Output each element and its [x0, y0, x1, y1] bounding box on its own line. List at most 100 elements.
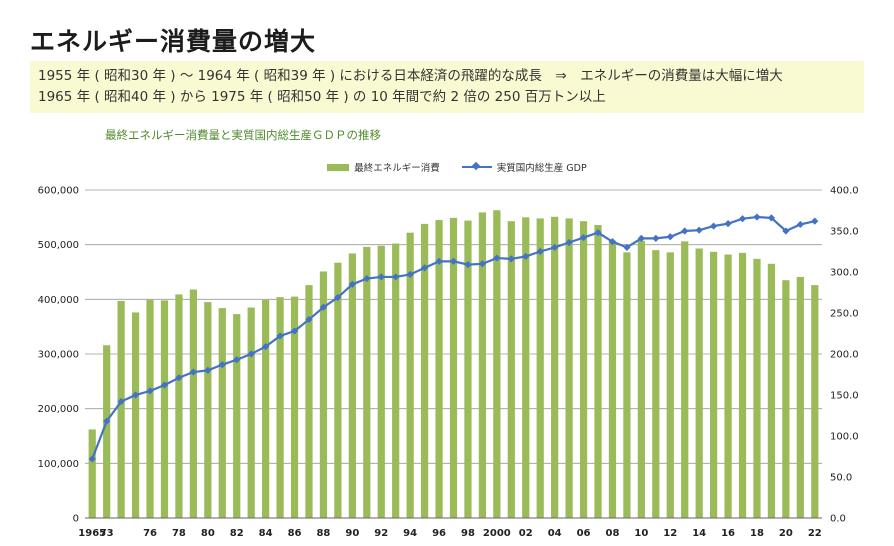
x-tick-label: 22 — [808, 528, 822, 539]
energy-bar — [478, 212, 487, 518]
energy-bar — [160, 300, 169, 518]
x-tick-label: 14 — [692, 528, 706, 539]
energy-bar — [652, 250, 660, 518]
legend-line-swatch — [461, 162, 492, 172]
x-tick-label: 02 — [519, 528, 533, 539]
note-line-1: 1955 年 ( 昭和30 年 ) ～ 1964 年 ( 昭和39 年 ) にお… — [38, 68, 783, 84]
energy-bar — [103, 345, 111, 518]
x-tick-label: 76 — [143, 528, 157, 539]
gdp-point — [666, 233, 674, 241]
energy-bar — [565, 218, 573, 518]
energy-bar — [88, 429, 96, 518]
chart-legend: 最終エネルギー消費 実質国内総生産 GDP — [0, 160, 894, 174]
x-tick-label: 04 — [548, 528, 562, 539]
energy-bar — [175, 294, 183, 518]
legend-label-energy: 最終エネルギー消費 — [354, 163, 440, 174]
energy-bar — [420, 223, 429, 519]
gdp-point — [594, 229, 602, 237]
legend-item-gdp: 実質国内総生産 GDP — [461, 160, 587, 174]
x-tick-label: 12 — [663, 528, 677, 539]
energy-bar — [522, 217, 530, 519]
gdp-point — [334, 293, 342, 302]
gdp-point — [565, 238, 573, 247]
x-tick-label: 18 — [750, 528, 764, 539]
energy-bar — [695, 248, 703, 518]
energy-bar — [579, 221, 588, 518]
y-right-tick-label: 150.0 — [830, 391, 859, 402]
gdp-point — [276, 332, 284, 340]
energy-bar — [507, 221, 515, 518]
energy-bar — [276, 297, 284, 518]
energy-bar — [117, 300, 125, 518]
y-right-tick-label: 350.0 — [830, 227, 859, 238]
energy-bar — [305, 285, 313, 518]
energy-bar — [811, 285, 819, 518]
energy-bar — [233, 314, 241, 518]
gdp-point — [319, 303, 328, 311]
x-tick-label: 06 — [577, 528, 591, 539]
x-tick-label: 84 — [259, 528, 273, 539]
gdp-point — [305, 315, 313, 324]
y-right-tick-label: 300.0 — [830, 268, 859, 279]
energy-bar — [681, 241, 689, 519]
x-tick-label: 80 — [201, 528, 215, 539]
gdp-point — [753, 213, 761, 221]
gdp-point — [406, 270, 414, 279]
energy-bar — [363, 246, 371, 518]
x-tick-label: 98 — [461, 528, 475, 539]
gdp-point — [710, 222, 718, 230]
energy-bar — [131, 312, 140, 518]
gdp-point — [204, 366, 212, 374]
energy-bar — [204, 302, 212, 518]
gdp-point — [507, 255, 515, 263]
y-left-tick-label: 300,000 — [38, 350, 79, 361]
legend-bar-swatch — [327, 163, 350, 171]
gdp-point — [262, 343, 270, 351]
energy-bar — [637, 240, 645, 518]
energy-bar — [464, 220, 472, 518]
gdp-point — [681, 227, 689, 235]
energy-bar — [348, 253, 356, 518]
note-line-2: 1965 年 ( 昭和40 年 ) から 1975 年 ( 昭和50 年 ) の… — [38, 89, 606, 105]
gdp-point — [233, 356, 241, 364]
energy-bar — [767, 263, 776, 518]
energy-bar — [262, 299, 270, 518]
y-right-tick-label: 400.0 — [830, 186, 859, 197]
y-right-tick-label: 0.0 — [830, 514, 846, 525]
y-right-tick-label: 250.0 — [830, 309, 859, 320]
gdp-point — [551, 243, 559, 251]
x-tick-label: 82 — [230, 528, 244, 539]
energy-bar — [146, 299, 154, 518]
energy-bar — [796, 276, 804, 518]
energy-bar — [392, 243, 400, 518]
gdp-point — [464, 261, 472, 269]
gdp-point — [363, 274, 371, 283]
gdp-point — [796, 220, 804, 229]
gdp-point — [218, 361, 226, 369]
gdp-point — [392, 273, 400, 281]
y-left-tick-label: 100,000 — [38, 459, 79, 470]
energy-bar — [536, 218, 544, 518]
energy-bar — [449, 217, 458, 518]
energy-bar — [247, 307, 255, 518]
x-tick-label: 78 — [172, 528, 186, 539]
x-tick-label: 94 — [403, 528, 417, 539]
gdp-point — [435, 257, 443, 265]
energy-bar — [189, 289, 197, 518]
gdp-point — [88, 455, 96, 463]
energy-bar — [218, 308, 226, 518]
energy-bar — [724, 254, 732, 519]
gdp-point — [579, 233, 588, 242]
y-left-tick-label: 0 — [73, 514, 79, 525]
x-tick-label: 2000 — [483, 528, 511, 539]
energy-bar — [753, 258, 761, 518]
gdp-point — [117, 397, 125, 406]
gdp-point — [131, 391, 140, 399]
energy-bar — [493, 210, 501, 518]
x-tick-label: 96 — [432, 528, 446, 539]
y-left-tick-label: 400,000 — [38, 295, 79, 306]
gdp-point — [652, 234, 660, 242]
x-tick-label: 90 — [345, 528, 359, 539]
gdp-point — [247, 350, 255, 358]
x-tick-label: 10 — [634, 528, 648, 539]
